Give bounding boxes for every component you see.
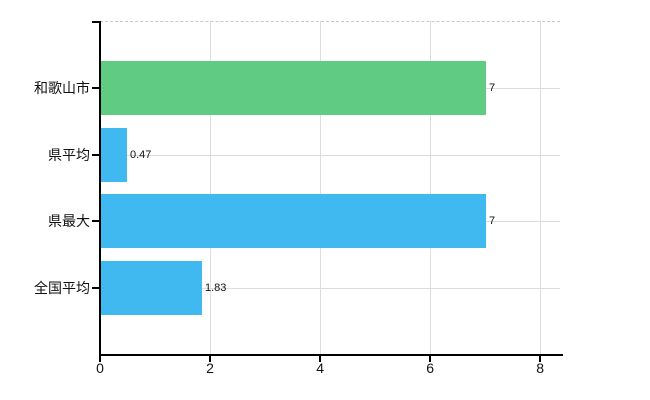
bar-value-label: 0.47 <box>130 149 152 161</box>
vertical-gridline <box>320 21 322 355</box>
bar-2 <box>101 128 127 182</box>
vertical-gridline <box>430 21 432 355</box>
x-tick-label: 2 <box>206 360 214 376</box>
bar-value-label: 1.83 <box>205 282 227 294</box>
bar-value-label: 7 <box>489 82 496 94</box>
y-axis-tick <box>92 220 99 222</box>
x-tick-label: 4 <box>316 360 324 376</box>
category-label-2: 県平均 <box>48 147 90 163</box>
y-axis-tick <box>92 154 99 156</box>
horizontal-gridline <box>100 155 560 156</box>
bar-4 <box>101 261 202 315</box>
x-axis-line <box>99 354 563 356</box>
y-axis-top-tick <box>92 21 99 23</box>
bar-3 <box>101 194 486 248</box>
y-axis-line <box>99 21 101 355</box>
bar-value-label: 7 <box>489 215 496 227</box>
vertical-gridline <box>210 21 212 355</box>
category-label-1: 和歌山市 <box>34 80 90 96</box>
x-axis-tick <box>99 356 101 362</box>
x-tick-label: 0 <box>96 360 104 376</box>
category-label-4: 全国平均 <box>34 280 90 296</box>
x-axis-tick <box>319 356 322 362</box>
plot-top-dashed-border <box>100 21 560 22</box>
vertical-gridline <box>540 21 542 355</box>
bar-1 <box>101 61 486 115</box>
x-tick-label: 6 <box>426 360 435 376</box>
category-label-3: 県最大 <box>48 213 90 229</box>
x-axis-tick <box>209 356 212 362</box>
x-axis-tick <box>539 356 542 362</box>
horizontal-gridline <box>100 288 560 289</box>
x-tick-label: 8 <box>536 360 545 376</box>
y-axis-tick <box>92 87 99 89</box>
x-axis-tick <box>429 356 432 362</box>
plot-area: 7 0.47 7 1.83 <box>100 21 560 355</box>
y-axis-tick <box>92 287 99 289</box>
